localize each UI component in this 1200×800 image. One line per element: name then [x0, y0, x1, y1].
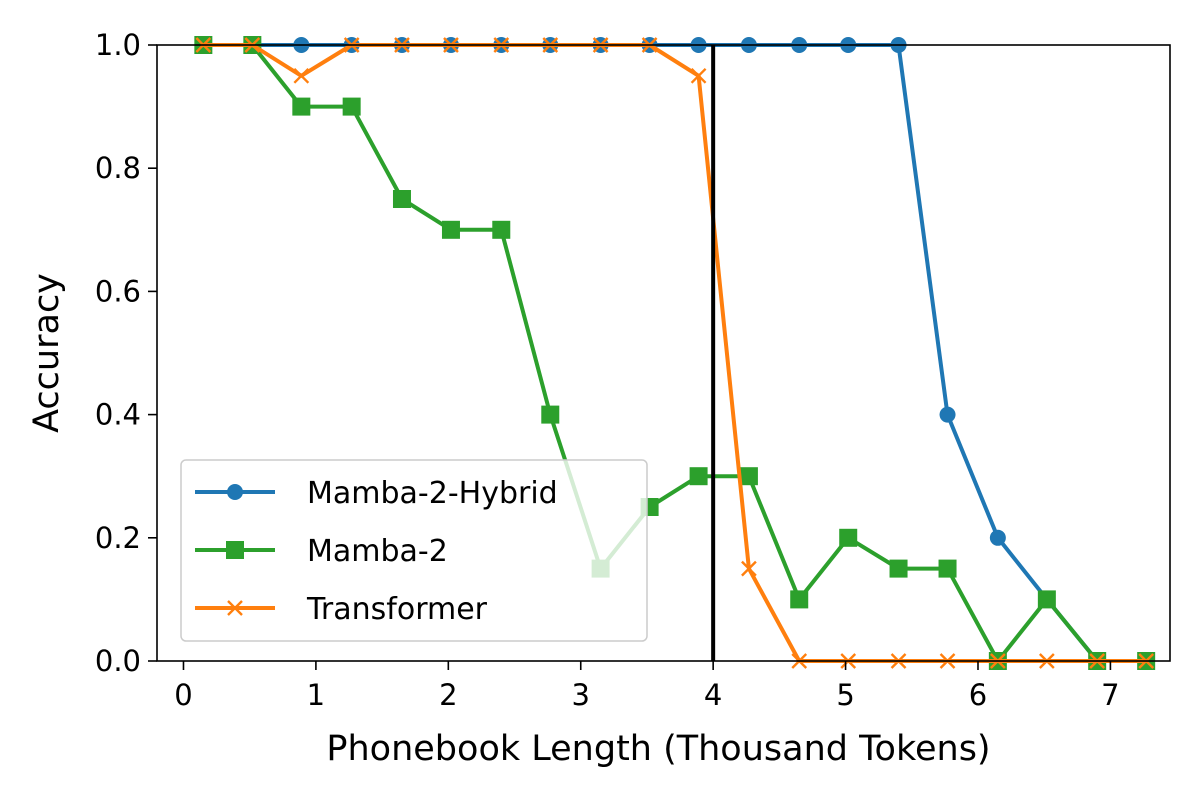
y-tick-label: 0.6: [95, 274, 141, 308]
data-point-1-5: [441, 220, 460, 239]
data-point-1-10: [689, 467, 708, 486]
x-axis-label: Phonebook Length (Thousand Tokens): [326, 729, 990, 769]
data-point-1-17: [1037, 590, 1056, 609]
legend-label: Mamba-2-Hybrid: [307, 476, 558, 511]
y-axis-label: Accuracy: [27, 273, 67, 433]
legend-item-2: Transformer: [195, 592, 488, 627]
legend-item-0: Mamba-2-Hybrid: [195, 476, 558, 511]
data-point-2-2: [293, 67, 310, 84]
x-tick-label: 5: [836, 678, 854, 712]
x-tick-label: 4: [704, 678, 722, 712]
data-point-1-4: [392, 190, 411, 208]
legend-item-1: Mamba-2: [195, 534, 448, 569]
legend-marker: [227, 484, 243, 500]
data-point-1-2: [292, 97, 311, 116]
legend: Mamba-2-Hybrid Mamba-2 Transformer: [180, 459, 648, 642]
data-point-0-15: [939, 406, 956, 423]
series-line-1: [203, 43, 1147, 663]
data-point-1-14: [889, 559, 908, 578]
legend-box: [180, 459, 648, 642]
legend-label: Transformer: [306, 592, 488, 627]
data-point-0-16: [989, 529, 1006, 546]
y-tick-label: 0.8: [95, 151, 141, 185]
x-tick-label: 7: [1101, 678, 1119, 712]
y-tick-label: 0.4: [95, 398, 141, 432]
y-tick-label: 0.0: [95, 644, 141, 678]
legend-label: Mamba-2: [307, 534, 448, 569]
y-tick-label: 0.2: [95, 521, 141, 555]
legend-marker: [226, 541, 244, 559]
data-point-2-10: [690, 67, 707, 84]
data-point-1-3: [342, 97, 361, 116]
data-point-2-11: [741, 560, 757, 577]
axes: 0 1 2 3 4 5 6 7 0.0 0.2 0.4 0.6 0.8 1.0: [95, 28, 1171, 712]
axes-frame: [156, 44, 1171, 662]
data-point-1-12: [790, 590, 809, 609]
data-point-1-11: [739, 467, 758, 486]
x-tick-label: 0: [174, 678, 192, 712]
x-tick-label: 3: [572, 678, 590, 712]
x-tick-label: 1: [307, 678, 325, 712]
legend-marker: [227, 600, 243, 616]
data-point-1-6: [492, 220, 511, 239]
data-point-1-13: [839, 528, 858, 547]
y-tick-label: 1.0: [95, 28, 141, 62]
x-tick-label: 6: [969, 678, 987, 712]
x-tick-label: 2: [439, 678, 457, 712]
data-point-1-7: [541, 405, 560, 424]
data-point-1-15: [938, 559, 957, 578]
